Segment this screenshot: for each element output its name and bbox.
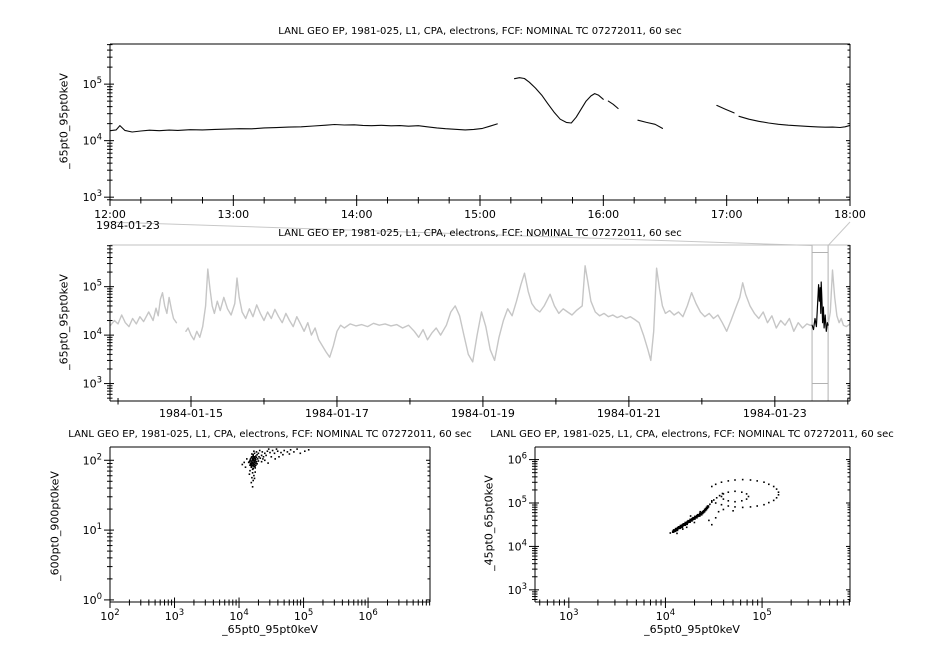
top-panel-axes: 103 104 105 12:00 13:00 14:00 15:00 16:00 17:00 1… bbox=[83, 43, 866, 221]
bottom_right-panel-points bbox=[669, 478, 780, 535]
svg-text:18:00: 18:00 bbox=[834, 208, 866, 221]
svg-text:105: 105 bbox=[83, 279, 102, 294]
svg-text:13:00: 13:00 bbox=[217, 208, 249, 221]
plot-area-overview[interactable] bbox=[110, 245, 850, 401]
svg-text:104: 104 bbox=[83, 133, 102, 148]
x-axis-label-bottom-left: _65pt0_95pt0keV bbox=[222, 623, 318, 636]
svg-text:1984-01-19: 1984-01-19 bbox=[451, 407, 515, 420]
svg-text:14:00: 14:00 bbox=[341, 208, 373, 221]
svg-text:105: 105 bbox=[508, 495, 527, 510]
y-axis-label-top: _65pt0_95pt0keV bbox=[57, 73, 71, 169]
plot-area-bottom-left[interactable] bbox=[110, 447, 430, 602]
plot-area-bottom-right[interactable] bbox=[535, 447, 850, 602]
svg-text:103: 103 bbox=[559, 608, 578, 623]
svg-text:103: 103 bbox=[83, 189, 102, 204]
y-axis-label-overview: _65pt0_95pt0keV bbox=[57, 274, 71, 370]
bottom_left-panel-points bbox=[241, 448, 310, 488]
svg-text:1984-01-15: 1984-01-15 bbox=[159, 407, 223, 420]
svg-text:1984-01-17: 1984-01-17 bbox=[305, 407, 369, 420]
plot-title-top: LANL GEO EP, 1981-025, L1, CPA, electron… bbox=[278, 26, 682, 37]
x-axis-date-label: 1984-01-23 bbox=[96, 219, 160, 232]
svg-text:104: 104 bbox=[83, 327, 102, 342]
svg-text:105: 105 bbox=[294, 608, 313, 623]
svg-text:12:00: 12:00 bbox=[94, 208, 126, 221]
svg-text:104: 104 bbox=[229, 608, 248, 623]
svg-text:17:00: 17:00 bbox=[711, 208, 743, 221]
svg-text:100: 100 bbox=[83, 592, 102, 607]
x-axis-label-bottom-right: _65pt0_95pt0keV bbox=[644, 623, 740, 636]
bottom_left-panel-axes: 100 101 102 102 103 104 105 106 bbox=[83, 446, 431, 623]
svg-text:106: 106 bbox=[358, 608, 377, 623]
svg-text:104: 104 bbox=[508, 538, 527, 553]
svg-text:102: 102 bbox=[83, 452, 102, 467]
svg-text:105: 105 bbox=[752, 608, 771, 623]
svg-text:102: 102 bbox=[100, 608, 119, 623]
svg-text:103: 103 bbox=[165, 608, 184, 623]
svg-text:104: 104 bbox=[656, 608, 675, 623]
plot-title-overview: LANL GEO EP, 1981-025, L1, CPA, electron… bbox=[278, 228, 682, 239]
svg-text:103: 103 bbox=[83, 376, 102, 391]
top-panel-series bbox=[110, 77, 850, 133]
plot-title-bottom-right: LANL GEO EP, 1981-025, L1, CPA, electron… bbox=[490, 429, 894, 440]
overview-panel-series bbox=[110, 265, 850, 363]
bottom_right-panel-axes: 103 104 105 106 103 104 105 bbox=[508, 446, 851, 623]
svg-text:106: 106 bbox=[508, 452, 527, 467]
svg-text:1984-01-21: 1984-01-21 bbox=[597, 407, 661, 420]
overview-panel-axes: 103 104 105 1984-01-15 1984-01-17 1984-01-19 1… bbox=[83, 244, 851, 420]
plot-area-top[interactable] bbox=[110, 44, 850, 200]
y-axis-label-bottom-right: _45pt0_65pt0keV bbox=[482, 475, 496, 571]
svg-text:101: 101 bbox=[83, 522, 102, 537]
svg-text:16:00: 16:00 bbox=[587, 208, 619, 221]
svg-text:15:00: 15:00 bbox=[464, 208, 496, 221]
svg-text:1984-01-23: 1984-01-23 bbox=[743, 407, 807, 420]
svg-text:103: 103 bbox=[508, 582, 527, 597]
svg-text:105: 105 bbox=[83, 76, 102, 91]
y-axis-label-bottom-left: _600pt0_900pt0keV bbox=[48, 471, 62, 581]
plot-title-bottom-left: LANL GEO EP, 1981-025, L1, CPA, electron… bbox=[68, 429, 472, 440]
zoom-connector-lines bbox=[106, 221, 851, 246]
